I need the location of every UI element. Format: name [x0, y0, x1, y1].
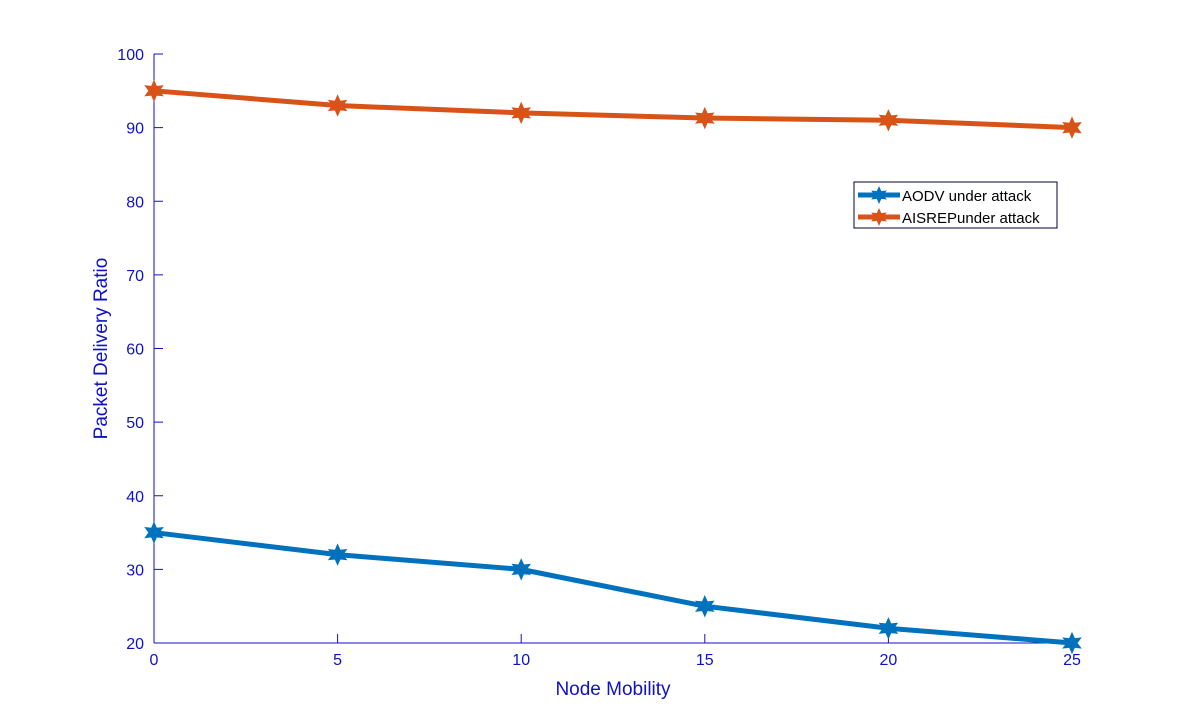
data-point	[327, 543, 348, 566]
x-tick-label: 10	[512, 652, 530, 669]
legend-label: AISREPunder attack	[902, 210, 1040, 227]
data-point	[511, 101, 531, 125]
data-point	[1062, 116, 1082, 139]
data-point	[695, 106, 715, 130]
y-tick-label: 90	[126, 121, 144, 138]
y-tick-label: 20	[126, 636, 144, 653]
y-tick-label: 100	[117, 47, 144, 64]
data-point	[327, 94, 348, 117]
data-point	[144, 521, 164, 544]
legend-label: AODV under attack	[902, 188, 1032, 205]
y-tick-label: 70	[126, 268, 144, 285]
y-tick-label: 50	[126, 415, 144, 432]
x-axis-label: Node Mobility	[555, 679, 671, 700]
series-line	[153, 530, 1073, 646]
data-point	[511, 558, 531, 581]
y-tick-label: 80	[126, 194, 144, 211]
series-line	[153, 88, 1073, 131]
data-point	[878, 109, 899, 132]
data-point	[144, 79, 164, 103]
x-tick-label: 20	[880, 652, 898, 669]
y-tick-label: 30	[126, 562, 144, 579]
data-point	[1062, 631, 1082, 655]
x-tick-label: 5	[333, 652, 342, 669]
x-tick-label: 15	[696, 652, 714, 669]
y-tick-label: 40	[126, 489, 144, 506]
x-tick-label: 0	[150, 652, 159, 669]
data-point	[878, 617, 899, 640]
legend-marker	[871, 208, 887, 226]
x-tick-label: 25	[1063, 652, 1081, 669]
data-point	[695, 594, 715, 618]
y-tick-label: 60	[126, 342, 144, 359]
legend-box	[853, 181, 1058, 229]
legend-marker	[871, 186, 887, 204]
y-axis-label: Packet Delivery Ratio	[91, 258, 112, 440]
